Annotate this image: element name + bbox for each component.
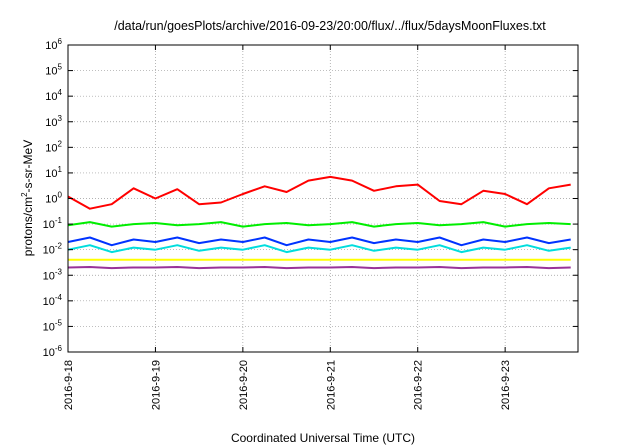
y-tick-label: 101 (45, 165, 62, 180)
chart-title: /data/run/goesPlots/archive/2016-09-23/2… (114, 19, 546, 33)
y-axis-ticks: 10-6 10-5 10-4 10-3 10-2 10-1 100 101 102 103 104 1… (43, 37, 578, 359)
y-tick-label: 10-6 (43, 344, 63, 359)
x-tick-label: 2016-9-18 (63, 360, 75, 410)
y-tick-label: 10-4 (43, 293, 63, 308)
y-tick-label: 100 (45, 191, 62, 206)
x-tick-label: 2016-9-23 (500, 360, 512, 410)
series-line-2 (67, 221, 571, 228)
series-line-4 (67, 244, 571, 254)
x-tick-label: 2016-9-19 (150, 360, 162, 410)
x-tick-label: 2016-9-22 (413, 360, 425, 410)
y-tick-label: 10-5 (43, 318, 63, 333)
series-line-3 (67, 236, 571, 247)
y-tick-label: 10-2 (43, 242, 63, 257)
series-layer (67, 175, 571, 270)
y-tick-label: 10-1 (43, 216, 63, 231)
series-line-1 (67, 175, 571, 210)
y-tick-label: 106 (45, 37, 62, 52)
y-axis-label-part-2: -s-sr-MeV (21, 140, 35, 193)
y-tick-label: 10-3 (43, 267, 63, 282)
x-tick-label: 2016-9-20 (238, 360, 250, 410)
y-axis-label-superscript: 2 (20, 192, 29, 197)
y-tick-label: 103 (45, 114, 62, 129)
x-tick-label: 2016-9-21 (325, 360, 337, 410)
y-axis-label: protons/cm2-s-sr-MeV (20, 140, 35, 256)
x-axis-label: Coordinated Universal Time (UTC) (231, 431, 415, 445)
y-tick-label: 102 (45, 139, 62, 154)
y-tick-label: 104 (45, 88, 62, 103)
y-axis-label-part-1: protons/cm (21, 197, 35, 256)
y-tick-label: 105 (45, 63, 62, 78)
x-axis-ticks: 2016-9-18 2016-9-19 2016-9-20 2016-9-21 2016… (63, 45, 512, 410)
grid (68, 45, 578, 352)
series-line-6 (67, 266, 571, 270)
